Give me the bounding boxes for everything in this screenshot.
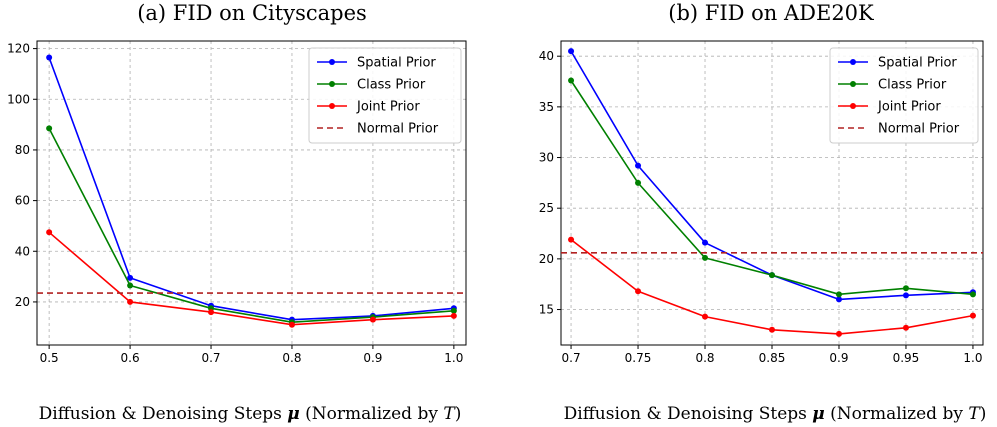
legend-marker-class-prior-0 <box>329 81 335 87</box>
y-tick-label-1-4: 35 <box>539 100 554 114</box>
chart-title-0: (a) FID on Cityscapes <box>137 1 367 25</box>
point-joint-prior-0-3 <box>288 321 295 328</box>
point-class-prior-1-4 <box>835 291 842 298</box>
point-class-prior-0-1 <box>127 282 134 289</box>
legend-label-normal-prior-1: Normal Prior <box>878 122 960 137</box>
y-tick-label-1-1: 20 <box>539 252 554 266</box>
legend-1: Spatial Prior Class Prior Joint Prior Norma… <box>829 47 979 144</box>
x-axis-label-part-xlabel-mid-1: (Normalized by <box>825 404 969 424</box>
x-tick-label-0-3: 0.8 <box>282 351 301 365</box>
point-joint-prior-1-3 <box>769 326 775 333</box>
point-joint-prior-1-4 <box>835 330 842 337</box>
x-axis-label-part-xlabel-var-1: T <box>968 404 981 424</box>
legend-label-joint-prior-1: Joint Prior <box>877 100 941 115</box>
chart-panel-ade20k: (b) FID on ADE20K 0.7 0.75 0.8 0.85 0.9 0.95 1.… <box>539 1 987 424</box>
point-joint-prior-1-1 <box>635 288 642 295</box>
plot-frame-0 <box>36 40 467 346</box>
x-axis-label-part-xlabel-symbol-1: μ <box>812 404 824 424</box>
point-spatial-prior-1-1 <box>635 162 642 169</box>
y-tick-label-0-5: 120 <box>7 42 30 56</box>
point-class-prior-1-1 <box>635 179 642 186</box>
point-class-prior-1-5 <box>902 285 909 292</box>
y-tick-label-1-3: 30 <box>539 151 554 165</box>
x-axis-label-0: Diffusion & Denoising Steps μ (Normalize… <box>39 404 462 424</box>
point-joint-prior-1-2 <box>702 313 709 320</box>
x-axis-label-part-xlabel-suffix-1: ) <box>980 404 987 424</box>
x-axis-label-part-xlabel-symbol-0: μ <box>287 404 299 424</box>
y-tick-label-0-2: 60 <box>15 194 30 208</box>
y-tick-label-0-1: 40 <box>15 244 30 258</box>
legend-marker-class-prior-1 <box>850 81 856 87</box>
y-tick-label-1-0: 15 <box>539 303 554 317</box>
x-tick-label-0-1: 0.6 <box>121 351 140 365</box>
point-spatial-prior-0-1 <box>127 274 134 281</box>
x-tick-label-1-4: 0.9 <box>829 351 848 365</box>
point-joint-prior-1-6 <box>969 312 976 319</box>
series-line-joint-prior-0 <box>48 231 454 326</box>
legend-label-spatial-prior-0: Spatial Prior <box>357 56 436 71</box>
point-class-prior-1-0 <box>568 77 575 84</box>
legend-label-class-prior-0: Class Prior <box>357 78 426 93</box>
x-axis-label-part-xlabel-prefix-1: Diffusion & Denoising Steps <box>564 404 813 424</box>
x-tick-label-0-2: 0.7 <box>201 351 220 365</box>
y-tick-label-0-4: 100 <box>7 92 30 106</box>
point-spatial-prior-0-0 <box>46 54 53 61</box>
x-tick-label-0-0: 0.5 <box>40 351 59 365</box>
point-joint-prior-0-0 <box>46 229 53 236</box>
legend-box-0 <box>308 47 462 144</box>
x-axis-label-1: Diffusion & Denoising Steps μ (Normalize… <box>564 404 987 424</box>
chart-panel-cityscapes: (a) FID on Cityscapes 0.5 0.6 0.7 0.8 0.9 1.0 2… <box>7 1 467 424</box>
point-spatial-prior-1-4 <box>835 296 842 303</box>
point-joint-prior-0-1 <box>127 298 134 305</box>
point-joint-prior-1-5 <box>902 324 909 331</box>
x-axis-label-part-xlabel-mid-0: (Normalized by <box>300 404 444 424</box>
legend-0: Spatial Prior Class Prior Joint Prior Norma… <box>308 47 462 144</box>
legend-marker-spatial-prior-0 <box>329 59 335 65</box>
legend-label-class-prior-1: Class Prior <box>878 78 947 93</box>
x-axis-label-part-xlabel-suffix-0: ) <box>455 404 462 424</box>
x-tick-label-1-0: 0.7 <box>562 351 581 365</box>
x-tick-label-1-5: 0.95 <box>893 351 920 365</box>
point-joint-prior-0-5 <box>450 312 457 319</box>
legend-marker-spatial-prior-1 <box>850 59 856 65</box>
x-axis-label-part-xlabel-var-0: T <box>443 404 456 424</box>
series-line-spatial-prior-0 <box>48 57 454 321</box>
legend-box-1 <box>829 47 979 144</box>
point-spatial-prior-1-5 <box>902 292 909 299</box>
x-axis-label-part-xlabel-prefix-0: Diffusion & Denoising Steps <box>39 404 288 424</box>
x-tick-label-1-3: 0.85 <box>759 351 786 365</box>
point-class-prior-1-3 <box>769 272 775 279</box>
y-tick-label-0-3: 80 <box>15 143 30 157</box>
x-tick-label-0-5: 1.0 <box>444 351 463 365</box>
series-line-class-prior-0 <box>48 128 454 324</box>
y-tick-label-1-2: 25 <box>539 201 554 215</box>
legend-label-normal-prior-0: Normal Prior <box>357 122 439 137</box>
x-tick-label-0-4: 0.9 <box>363 351 382 365</box>
point-class-prior-0-0 <box>46 125 53 132</box>
legend-marker-joint-prior-0 <box>329 103 335 109</box>
point-class-prior-0-5 <box>450 307 457 314</box>
legend-label-spatial-prior-1: Spatial Prior <box>878 56 957 71</box>
y-tick-label-1-5: 40 <box>539 49 554 63</box>
point-class-prior-1-2 <box>702 254 709 261</box>
legend-label-joint-prior-0: Joint Prior <box>356 100 420 115</box>
x-tick-label-1-6: 1.0 <box>963 351 982 365</box>
x-tick-label-1-2: 0.8 <box>695 351 714 365</box>
point-joint-prior-1-0 <box>568 236 575 243</box>
x-tick-label-1-1: 0.75 <box>625 351 652 365</box>
legend-marker-joint-prior-1 <box>850 103 856 109</box>
y-tick-label-0-0: 20 <box>15 295 30 309</box>
point-joint-prior-0-4 <box>369 316 376 323</box>
chart-title-1: (b) FID on ADE20K <box>668 1 874 25</box>
point-joint-prior-0-2 <box>208 309 215 316</box>
point-spatial-prior-1-0 <box>568 48 575 55</box>
point-class-prior-1-6 <box>969 291 976 298</box>
point-spatial-prior-1-2 <box>702 239 709 246</box>
